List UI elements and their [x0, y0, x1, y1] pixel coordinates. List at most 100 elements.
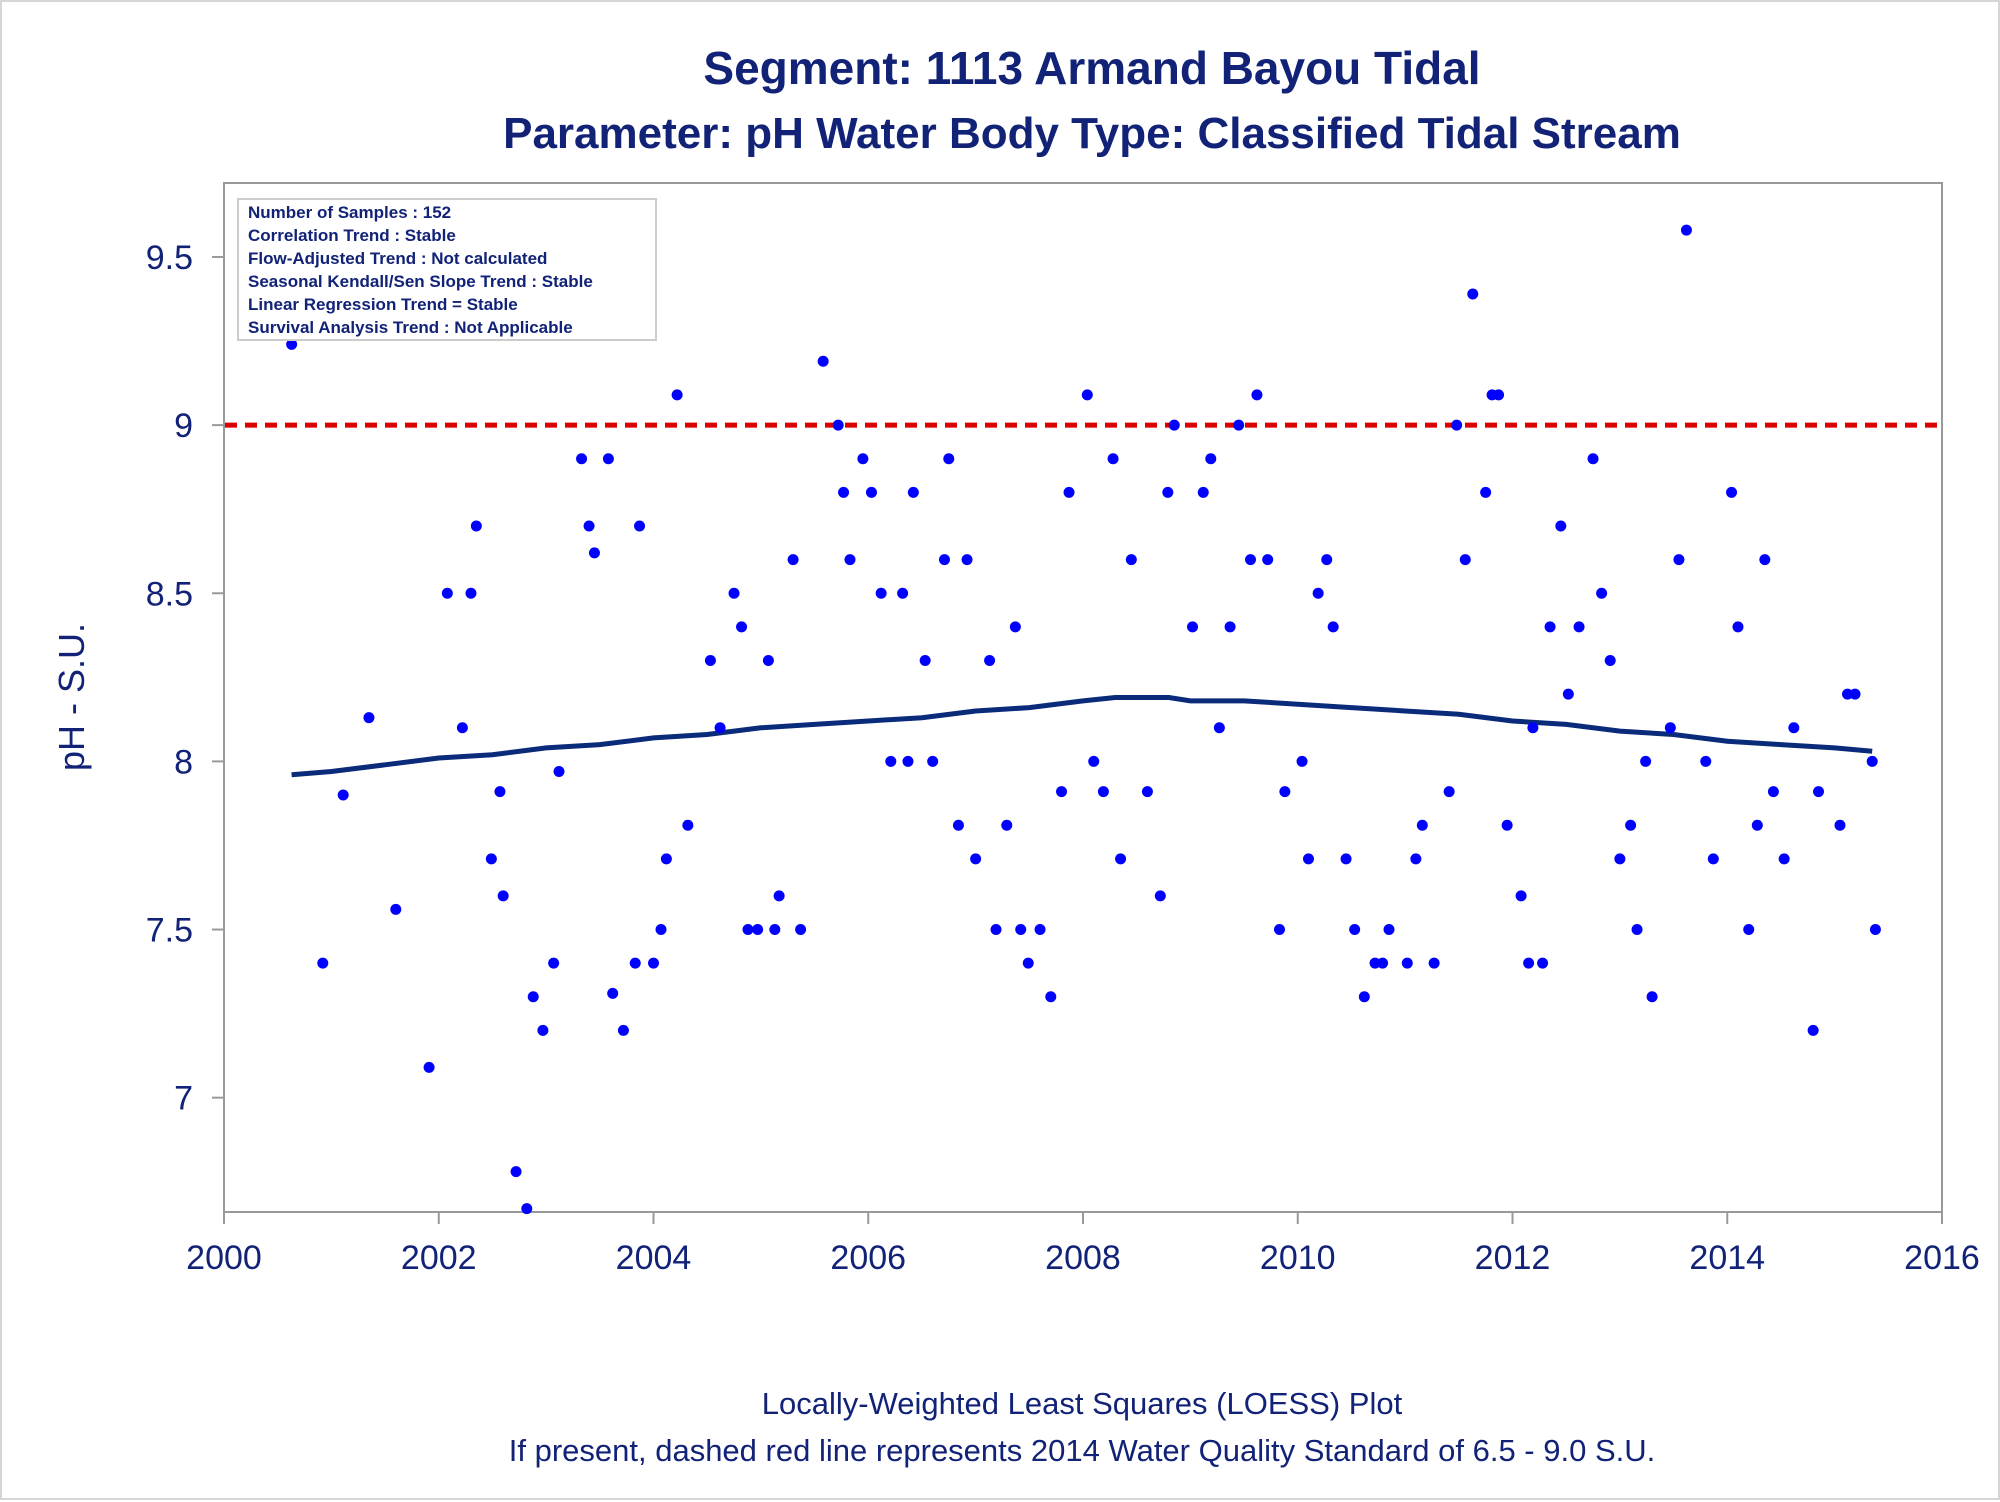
data-point	[1544, 621, 1556, 633]
chart-subtitle: Parameter: pH Water Body Type: Classifie…	[503, 109, 1681, 158]
data-point	[1680, 224, 1692, 236]
data-point	[634, 520, 646, 532]
data-point	[1383, 924, 1395, 936]
data-point	[1349, 924, 1361, 936]
stats-box: Number of Samples : 152 Correlation Tren…	[237, 198, 657, 341]
x-tick-label: 2016	[1904, 1239, 1980, 1277]
data-point	[470, 520, 482, 532]
data-point	[865, 486, 877, 498]
y-tick-label: 8	[174, 743, 193, 781]
data-point	[897, 587, 909, 599]
data-point	[1063, 486, 1075, 498]
data-point	[1849, 688, 1861, 700]
data-point	[1009, 621, 1021, 633]
data-point	[588, 547, 600, 559]
data-point	[1401, 957, 1413, 969]
data-point	[1646, 991, 1658, 1003]
data-point	[1312, 587, 1324, 599]
data-point	[1154, 890, 1166, 902]
data-point	[902, 755, 914, 767]
data-point	[537, 1024, 549, 1036]
data-point	[441, 587, 453, 599]
data-point	[1428, 957, 1440, 969]
data-point	[607, 987, 619, 999]
data-point	[1022, 957, 1034, 969]
data-point	[1279, 786, 1291, 798]
data-point	[838, 486, 850, 498]
data-point	[769, 924, 781, 936]
data-point	[795, 924, 807, 936]
data-point	[1866, 755, 1878, 767]
x-tick-label: 2002	[401, 1239, 477, 1277]
data-point	[728, 587, 740, 599]
data-point	[576, 453, 588, 465]
data-point	[907, 486, 919, 498]
data-point	[1097, 786, 1109, 798]
stats-line-survival: Survival Analysis Trend : Not Applicable	[248, 318, 573, 337]
data-point	[1045, 991, 1057, 1003]
data-point	[1001, 819, 1013, 831]
x-tick-label: 2010	[1260, 1239, 1336, 1277]
data-point	[970, 853, 982, 865]
y-tick-label: 8.5	[146, 575, 193, 613]
data-point	[1788, 722, 1800, 734]
data-point	[363, 712, 375, 724]
data-point	[1573, 621, 1585, 633]
data-point	[671, 389, 683, 401]
data-point	[1631, 924, 1643, 936]
data-point	[553, 765, 565, 777]
data-point	[1125, 554, 1137, 566]
data-point	[1869, 924, 1881, 936]
stats-line-linear-regression: Linear Regression Trend = Stable	[248, 295, 518, 314]
y-axis: 7 7.5 8 8.5 9 9.5	[146, 239, 224, 1118]
data-point	[1834, 819, 1846, 831]
data-point	[337, 789, 349, 801]
data-point	[817, 355, 829, 367]
chart-title: Segment: 1113 Armand Bayou Tidal	[703, 42, 1480, 94]
data-point	[1700, 755, 1712, 767]
data-point	[1726, 486, 1738, 498]
data-point	[984, 655, 996, 667]
data-point	[1707, 853, 1719, 865]
data-point	[527, 991, 539, 1003]
data-point	[704, 655, 716, 667]
data-point	[1224, 621, 1236, 633]
data-point	[1273, 924, 1285, 936]
data-point	[1480, 486, 1492, 498]
data-point	[617, 1024, 629, 1036]
data-point	[583, 520, 595, 532]
data-point	[1377, 957, 1389, 969]
data-point	[1205, 453, 1217, 465]
data-point	[1081, 389, 1093, 401]
data-point	[742, 924, 754, 936]
data-point	[1213, 722, 1225, 734]
data-point	[787, 554, 799, 566]
data-point	[990, 924, 1002, 936]
data-point	[1088, 755, 1100, 767]
loess-layer	[291, 695, 1873, 778]
data-point	[317, 957, 329, 969]
data-point	[927, 755, 939, 767]
data-point	[423, 1061, 435, 1073]
data-point	[1416, 819, 1428, 831]
data-point	[1759, 554, 1771, 566]
data-point	[1614, 853, 1626, 865]
data-point	[1015, 924, 1027, 936]
data-point	[1197, 486, 1209, 498]
data-point	[682, 819, 694, 831]
x-tick-label: 2014	[1689, 1239, 1765, 1277]
data-point	[1527, 722, 1539, 734]
data-point	[1596, 587, 1608, 599]
x-tick-label: 2008	[1045, 1239, 1121, 1277]
data-point	[485, 853, 497, 865]
data-point	[1673, 554, 1685, 566]
data-point	[1537, 957, 1549, 969]
x-axis: 2000 2002 2004 2006 2008 2010 2012 2014 2016	[186, 1212, 1980, 1277]
data-point	[1604, 655, 1616, 667]
data-point	[919, 655, 931, 667]
data-point	[660, 853, 672, 865]
data-point	[1327, 621, 1339, 633]
data-point	[1451, 419, 1463, 431]
data-point	[762, 655, 774, 667]
data-point	[1493, 389, 1505, 401]
